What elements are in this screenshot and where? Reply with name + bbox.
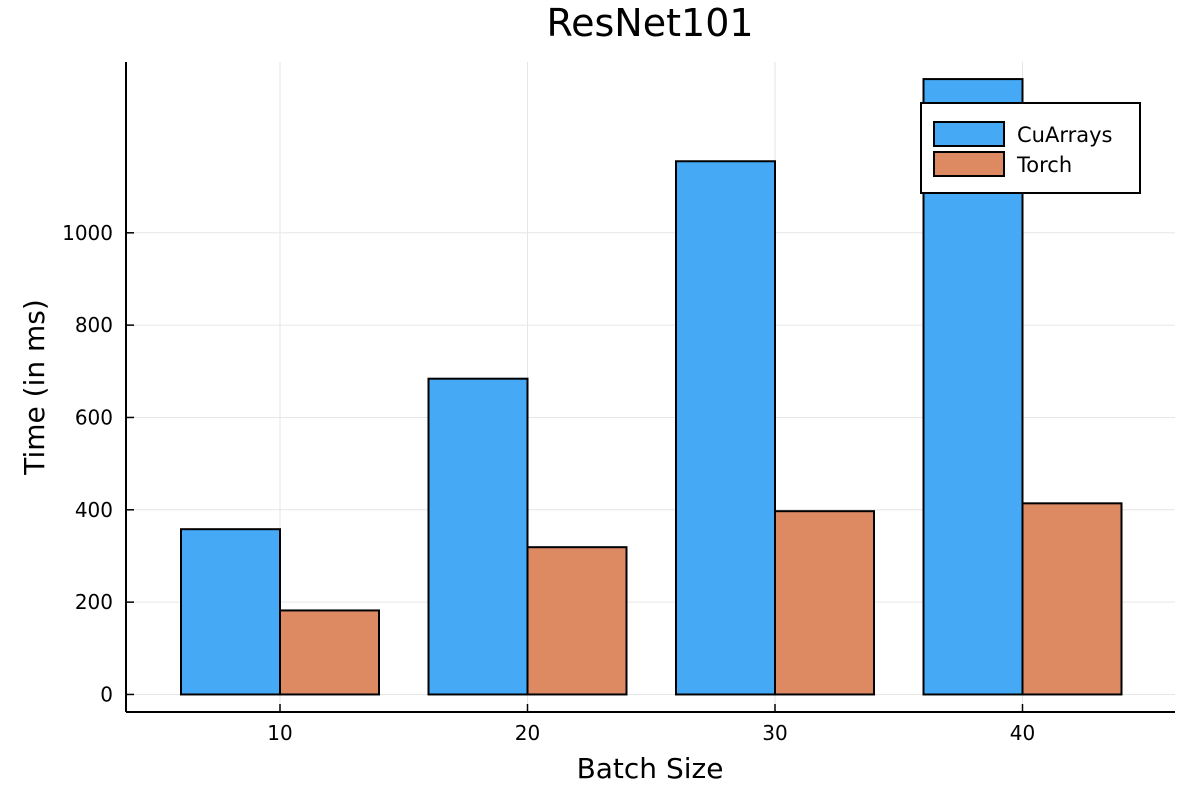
bar-torch-30 (774, 510, 875, 696)
bar-cuarrays-10 (180, 528, 281, 696)
legend-label-torch: Torch (1016, 153, 1072, 177)
chart-title: ResNet101 (546, 1, 753, 45)
legend: CuArrays Torch (920, 102, 1141, 194)
legend-label-cuarrays: CuArrays (1017, 123, 1112, 147)
legend-box (920, 102, 1141, 194)
y-tick-label: 1000 (62, 221, 113, 245)
x-axis-ticks: 10 20 30 40 (267, 704, 1035, 745)
x-tick-label: 20 (515, 721, 540, 745)
y-axis-label: Time (in ms) (18, 299, 51, 476)
legend-swatch-cuarrays (933, 121, 1005, 147)
y-tick-label: 800 (75, 313, 113, 337)
bar-cuarrays-20 (427, 377, 529, 696)
x-axis-label: Batch Size (577, 752, 724, 785)
bar-torch-10 (279, 609, 380, 696)
y-tick-label: 200 (75, 590, 113, 614)
y-tick-label: 600 (75, 405, 113, 429)
y-tick-label: 0 (100, 682, 113, 706)
y-tick-label: 400 (75, 498, 113, 522)
y-axis-ticks: 0 200 400 600 800 1000 (62, 221, 134, 706)
bar-torch-20 (526, 546, 628, 696)
x-tick-label: 40 (1010, 721, 1035, 745)
bar-cuarrays-30 (675, 160, 776, 696)
legend-swatch-torch (933, 151, 1005, 177)
bar-torch-40 (1021, 502, 1123, 696)
x-tick-label: 10 (267, 721, 292, 745)
x-tick-label: 30 (762, 721, 787, 745)
